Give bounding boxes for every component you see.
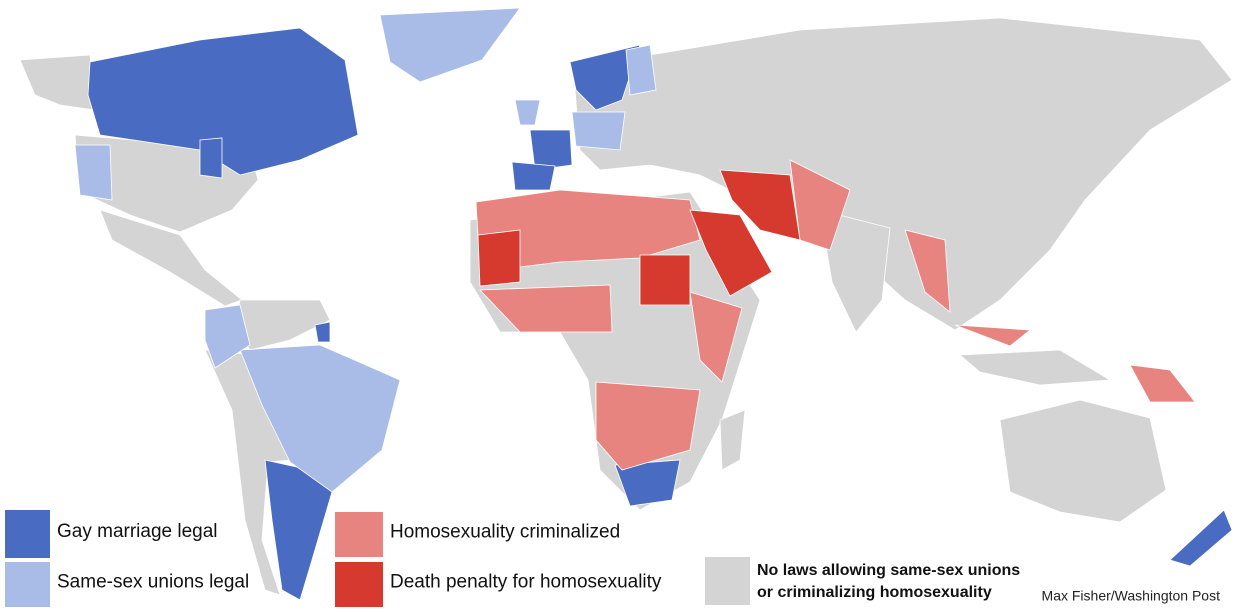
region: [958, 349, 1112, 386]
region: [1129, 364, 1196, 403]
region: [574, 17, 1233, 331]
region: [477, 229, 521, 287]
region: [819, 209, 891, 333]
region: [1169, 509, 1233, 567]
region: [204, 304, 251, 369]
region: [719, 409, 746, 471]
credit: Max Fisher/Washington Post: [1042, 588, 1221, 604]
region: [99, 209, 243, 307]
legend-swatch: [335, 512, 383, 557]
region: [904, 229, 951, 313]
legend-swatch: [335, 562, 383, 607]
region: [529, 129, 573, 171]
region: [511, 161, 556, 191]
legend-label: Death penalty for homosexuality: [390, 572, 662, 593]
region: [514, 99, 541, 126]
region: [87, 27, 359, 176]
region: [689, 209, 773, 297]
region: [314, 321, 331, 343]
legend-label: No laws allowing same-sex unions: [757, 562, 1020, 579]
region: [625, 44, 657, 96]
legend-swatch: [705, 557, 750, 605]
legend-label: Same-sex unions legal: [57, 572, 249, 593]
region: [789, 159, 851, 251]
region: [614, 459, 681, 507]
legend-label: Homosexuality criminalized: [390, 522, 620, 543]
region: [571, 111, 626, 151]
legend: Gay marriage legal Same-sex unions legal H…: [5, 510, 1020, 607]
region: [999, 399, 1167, 523]
region: [954, 324, 1032, 347]
region: [639, 254, 691, 306]
legend-label: Gay marriage legal: [57, 521, 218, 542]
legend-label: or criminalizing homosexuality: [757, 584, 992, 601]
legend-swatch: [5, 562, 50, 607]
region: [239, 344, 401, 493]
region: [19, 54, 96, 111]
region: [74, 144, 113, 201]
region: [379, 7, 521, 83]
region: [199, 137, 223, 179]
regions: [19, 7, 1233, 601]
region: [689, 291, 743, 383]
region: [479, 284, 613, 333]
legend-swatch: [5, 510, 50, 558]
region: [569, 44, 641, 111]
region: [595, 381, 701, 471]
region: [719, 169, 801, 241]
